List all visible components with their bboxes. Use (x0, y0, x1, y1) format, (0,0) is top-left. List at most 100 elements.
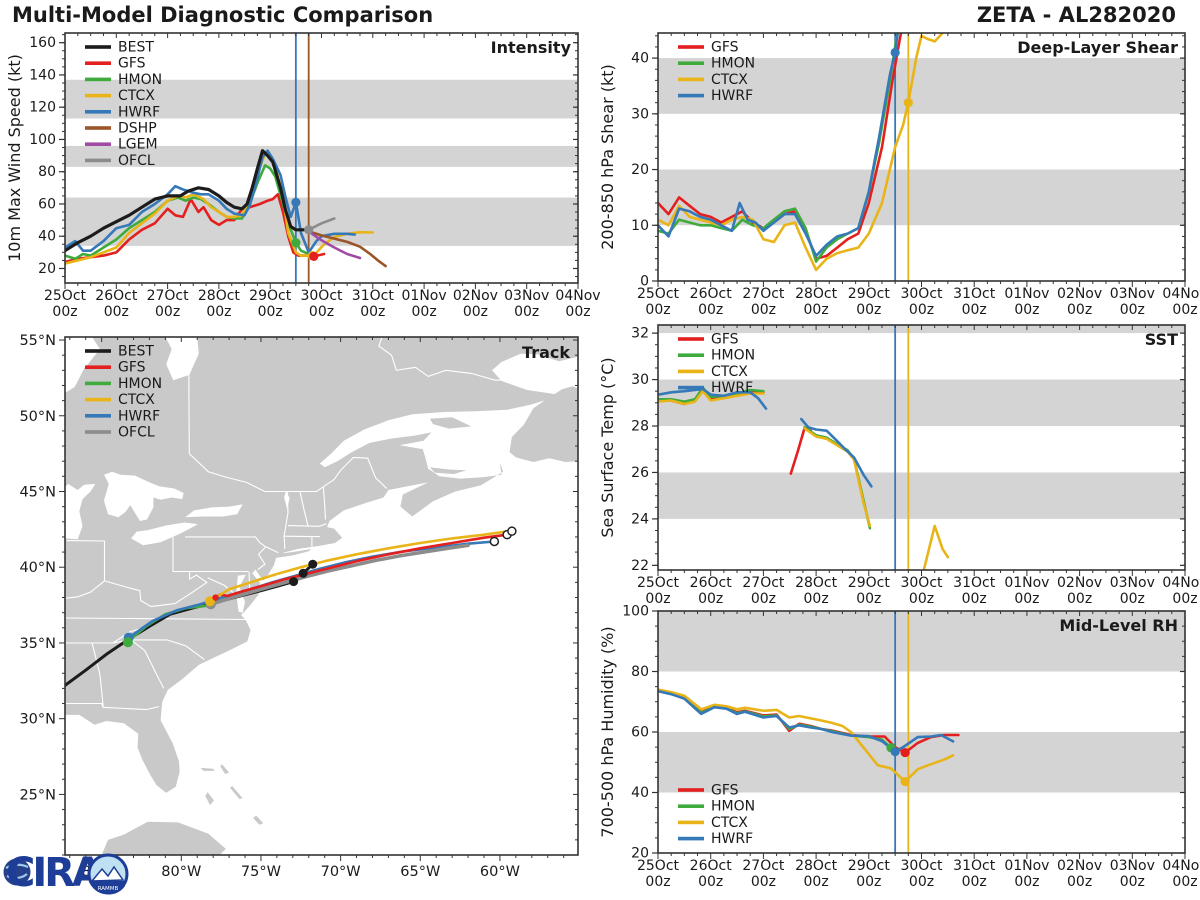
legend-label-gfs: GFS (711, 783, 739, 799)
plot-frame (657, 32, 1186, 282)
panel-title-intensity: Intensity (491, 38, 572, 57)
category-band (658, 611, 1185, 672)
legend-swatch-hwrf (678, 385, 704, 390)
y-tick-label: 30°N (19, 712, 56, 728)
x-tick-label: 29Oct (848, 858, 891, 874)
water-body (185, 504, 243, 518)
x-tick-label: 01Nov (1004, 858, 1049, 874)
cira-logo: CIRA RAMMB (3, 850, 129, 896)
x-tick-label: 00z (856, 591, 881, 607)
state-border (104, 571, 208, 608)
y-tick-label: 24 (631, 511, 649, 527)
track-open-dot (489, 536, 500, 547)
x-tick-label: 26Oct (690, 858, 733, 874)
legend-swatch-hwrf (85, 414, 111, 418)
y-tick-label: 32 (631, 326, 649, 342)
track-dot-gfs (212, 594, 219, 601)
x-tick-label: 04Nov (555, 288, 600, 304)
y-tick-label: 45°N (19, 484, 56, 500)
legend-label-ofcl: OFCL (118, 153, 155, 169)
x-tick-label: 30Oct (900, 286, 943, 302)
state-border (287, 523, 327, 527)
legend-swatch-ctcx (85, 397, 111, 402)
x-tick-label: 00z (909, 874, 934, 890)
island (205, 792, 214, 805)
island (229, 786, 243, 799)
x-tick-label: 00z (52, 304, 77, 320)
series-hwrf (800, 417, 873, 488)
track-dot-ctcx (204, 596, 215, 607)
x-tick-label: 29Oct (848, 575, 891, 591)
state-border (188, 337, 266, 492)
x-tick-label: 00z (698, 591, 723, 607)
x-tick-label: 27Oct (742, 286, 785, 302)
legend-label-hwrf: HWRF (711, 88, 753, 104)
legend-label-hmon: HMON (711, 799, 755, 815)
state-border (322, 486, 327, 520)
y-tick-label: 30 (631, 106, 649, 122)
legend-swatch-ctcx (678, 369, 704, 374)
track-gfs (214, 533, 509, 599)
x-tick-label: 00z (1067, 591, 1092, 607)
x-tick-label: 00z (206, 304, 231, 320)
series-lgem (307, 230, 362, 260)
track-dot-best (289, 577, 299, 587)
state-border (299, 491, 309, 527)
y-axis-title: 200-850 hPa Shear (kt) (598, 64, 617, 250)
state-border (264, 456, 388, 493)
legend-swatch-gfs (85, 61, 111, 65)
y-axis-title: Sea Surface Temp (°C) (598, 357, 617, 537)
x-tick-label: 25Oct (637, 858, 680, 874)
series-ctcx (658, 33, 944, 272)
y-tick-label: 35°N (19, 636, 56, 652)
state-border (265, 546, 279, 554)
x-tick-label: 00z (751, 591, 776, 607)
y-tick-label: 40 (631, 51, 649, 67)
track-dot-best (308, 559, 318, 569)
island (429, 467, 467, 475)
y-tick-label: 25°N (19, 787, 56, 803)
state-border (65, 580, 105, 599)
panel-title-sst: SST (1145, 330, 1178, 349)
y-tick-label: 50°N (19, 409, 56, 425)
y-tick-label: 20 (38, 261, 56, 277)
legend-label-ctcx: CTCX (118, 392, 155, 408)
state-border (65, 702, 160, 711)
y-tick-label: 40°N (19, 560, 56, 576)
series-ctcx (658, 389, 765, 406)
water-body (104, 471, 184, 521)
x-tick-label: 00z (514, 304, 539, 320)
x-tick-label: 00z (1120, 874, 1145, 890)
figure-title: Multi-Model Diagnostic Comparison (12, 3, 434, 27)
state-border (91, 642, 104, 707)
category-band (658, 379, 1185, 427)
x-tick-label: 00z (751, 302, 776, 318)
legend-swatch-gfs (678, 337, 704, 341)
x-tick-label: 00z (1067, 874, 1092, 890)
plot-frame (657, 610, 1186, 854)
category-band (65, 145, 578, 167)
x-tick-label: 00z (804, 874, 829, 890)
x-tick-label: 04Nov (1162, 575, 1200, 591)
island (220, 764, 230, 774)
state-border (130, 639, 165, 689)
rammb-badge: RAMMB (87, 853, 129, 895)
marker-hmon (291, 238, 301, 248)
marker-gfs (900, 747, 910, 758)
legend-label-hmon: HMON (118, 72, 162, 88)
legend-swatch-gfs (85, 365, 111, 369)
water-body (165, 337, 199, 381)
panel-sst: 25Oct00z26Oct00z27Oct00z28Oct00z29Oct00z… (598, 324, 1200, 607)
legend-label-lgem: LGEM (118, 137, 158, 153)
island (101, 821, 226, 855)
category-band (658, 58, 1185, 114)
x-tick-label: 00z (258, 304, 283, 320)
legend-swatch-hmon (85, 77, 111, 82)
x-tick-label: 00z (1120, 591, 1145, 607)
x-tick-label: 00z (804, 591, 829, 607)
track-dot-best (298, 568, 308, 578)
legend-label-hwrf: HWRF (118, 104, 160, 120)
